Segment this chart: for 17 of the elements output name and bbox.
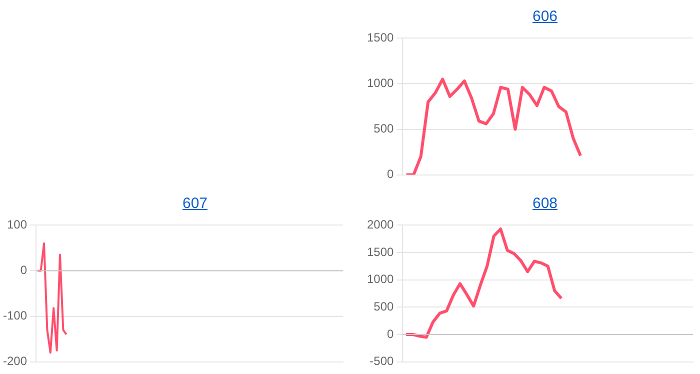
y-tick-label: 1000 xyxy=(366,76,394,90)
chart-title: 606 xyxy=(531,8,559,26)
y-tick-label: 0 xyxy=(387,167,394,182)
y-tick-label: 500 xyxy=(374,299,394,314)
y-tick-label: 1500 xyxy=(366,30,394,45)
y-tick-label: 1500 xyxy=(366,244,394,259)
y-tick-label: 1000 xyxy=(366,272,394,286)
y-tick-label: -100 xyxy=(2,308,28,323)
y-tick-label: -500 xyxy=(370,354,394,368)
y-tick-label: 0 xyxy=(387,326,394,341)
y-tick-label: 100 xyxy=(6,218,28,232)
y-tick-label: 2000 xyxy=(366,218,394,232)
y-tick-label: 0 xyxy=(20,263,28,278)
chart-title: 607 xyxy=(181,195,209,213)
chart-title: 608 xyxy=(531,195,559,213)
y-tick-label: -200 xyxy=(2,354,28,368)
y-tick-label: 500 xyxy=(374,122,394,136)
